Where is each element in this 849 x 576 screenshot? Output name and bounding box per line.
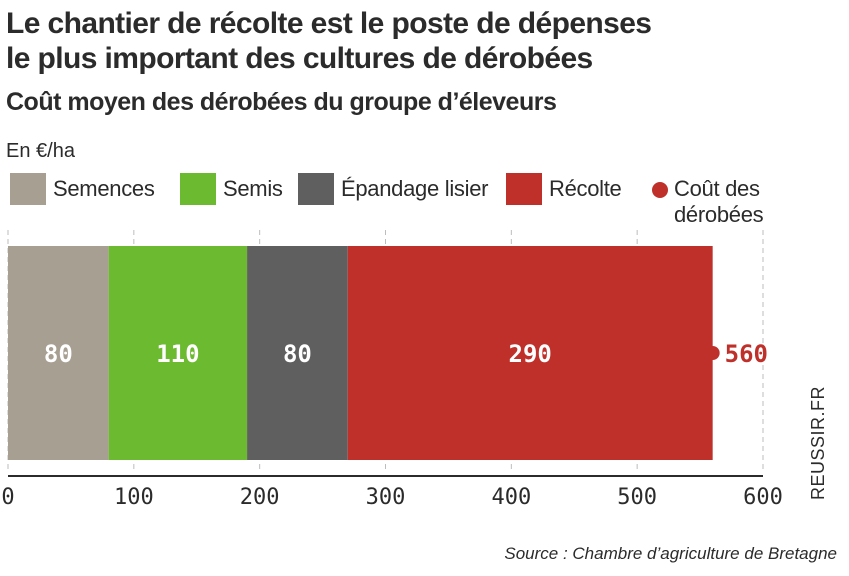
legend-label-recolte: Récolte bbox=[549, 176, 622, 201]
bar-segment-recolte bbox=[347, 246, 713, 460]
chart-title: Le chantier de récolte est le poste de d… bbox=[6, 6, 846, 76]
data-label-recolte: 290 bbox=[509, 340, 552, 368]
legend-item-epandage: Épandage lisier bbox=[298, 172, 488, 206]
legend-label-semis: Semis bbox=[223, 176, 283, 201]
legend-label-semences: Semences bbox=[53, 176, 155, 201]
legend-item-semis: Semis bbox=[180, 172, 283, 206]
data-label-semis: 110 bbox=[156, 340, 199, 368]
title-line-2: le plus important des cultures de dérobé… bbox=[6, 42, 593, 75]
total-value-label: 560 bbox=[725, 340, 768, 368]
legend-swatch-epandage bbox=[298, 173, 334, 205]
x-tick-label-600: 600 bbox=[743, 485, 783, 510]
total-marker bbox=[705, 346, 720, 360]
bar-segment-semis bbox=[108, 246, 248, 460]
bar-segment-epandage bbox=[247, 246, 348, 460]
legend-dot-total bbox=[652, 182, 668, 198]
data-label-semences: 80 bbox=[44, 340, 73, 368]
watermark-text: REUSSIR.FR bbox=[808, 385, 828, 500]
x-tick-label-400: 400 bbox=[491, 485, 531, 510]
legend-swatch-semis bbox=[180, 173, 216, 205]
x-tick-label-0: 0 bbox=[1, 485, 14, 510]
legend-item-recolte: Récolte bbox=[506, 172, 622, 206]
bar-segment-semences bbox=[8, 246, 109, 460]
x-tick-label-300: 300 bbox=[366, 485, 406, 510]
source-note: Source : Chambre d’agriculture de Bretag… bbox=[504, 544, 837, 563]
x-tick-label-100: 100 bbox=[114, 485, 154, 510]
legend-swatch-semences bbox=[10, 173, 46, 205]
legend-swatch-recolte bbox=[506, 173, 542, 205]
x-tick-label-500: 500 bbox=[617, 485, 657, 510]
chart-subtitle: Coût moyen des dérobées du groupe d’élev… bbox=[6, 88, 557, 116]
legend-label-total: Coût des dérobées bbox=[674, 176, 764, 227]
legend-label-epandage: Épandage lisier bbox=[341, 176, 489, 201]
legend-item-semences: Semences bbox=[10, 172, 155, 206]
x-tick-label-200: 200 bbox=[240, 485, 280, 510]
title-line-1: Le chantier de récolte est le poste de d… bbox=[6, 7, 652, 40]
data-label-epandage: 80 bbox=[283, 340, 312, 368]
stacked-bar-chart: 80 110 80 290 560 0 100 200 300 400 500 600 bbox=[1, 230, 783, 510]
unit-label: En €/ha bbox=[6, 140, 75, 162]
